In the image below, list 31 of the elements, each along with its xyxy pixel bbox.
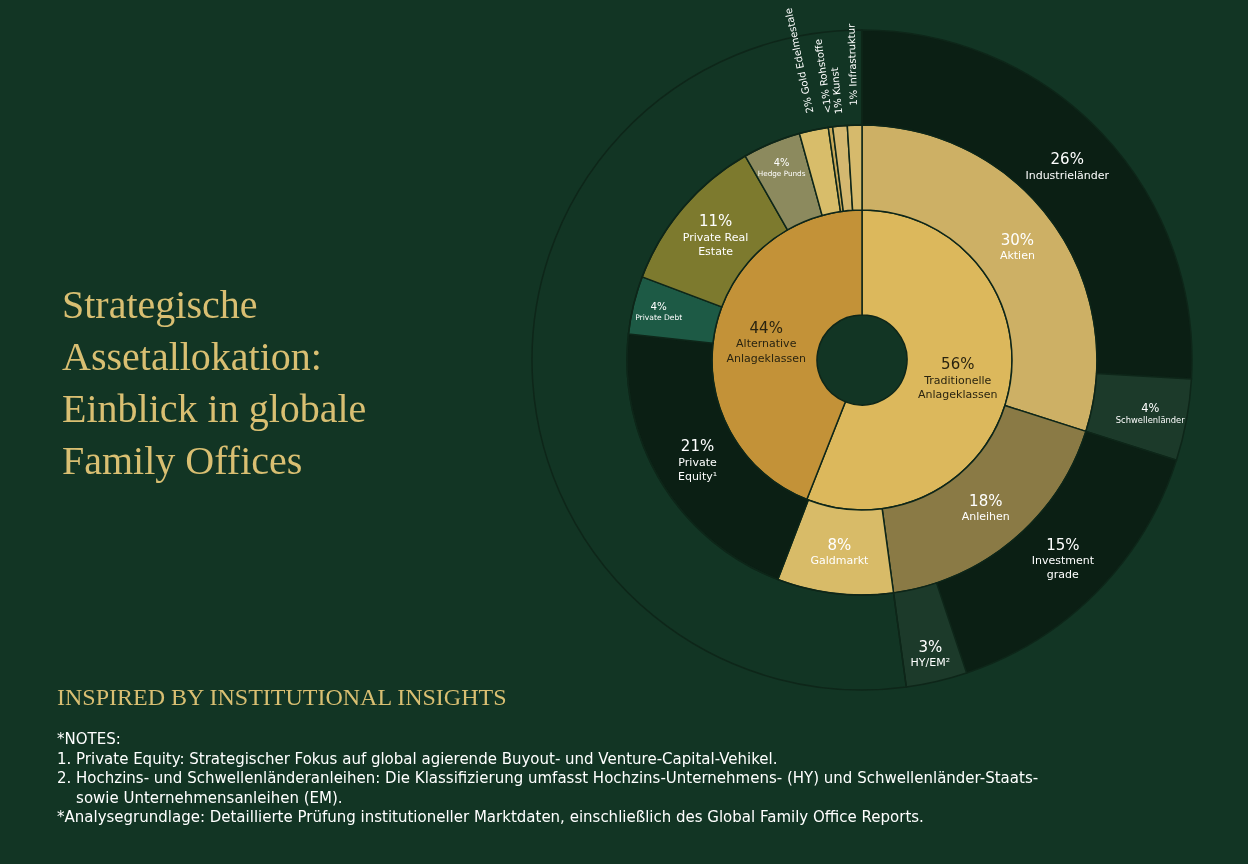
data-label: 15% <box>1046 535 1080 554</box>
data-label: 4% <box>773 157 790 169</box>
slice-label: Investment grade <box>1031 553 1095 582</box>
data-label: 8% <box>827 535 852 554</box>
data-label: 44% <box>749 318 783 337</box>
text: 1. Private Equity: Strategischer Fokus auf global agierende Buyout- und Venture-Capital-Vehikel. <box>57 749 778 768</box>
slice-label: Aktien <box>999 249 1035 263</box>
data-label: 26% <box>1050 150 1084 169</box>
text: *NOTES: <box>57 730 121 748</box>
slice-label: HY/EM² <box>910 656 951 670</box>
data-label: 21% <box>680 437 715 456</box>
data-label: 3% <box>918 638 943 657</box>
text: INSPIRED BY INSTITUTIONAL INSIGHTS <box>57 684 507 710</box>
slice-label: Alternative Anlageklassen <box>726 337 806 365</box>
data-label: 56% <box>941 355 975 374</box>
slice-label: Schwellenländer <box>1115 415 1186 426</box>
slice-label: Anleihen <box>961 510 1010 524</box>
slice-label: Private Real Estate <box>682 230 749 258</box>
text: *Analysegrundlage: Detaillierte Prüfung institutioneller Marktdaten, einschließlich des Global Family Office Reports. <box>57 808 924 826</box>
text: Strategische Assetallokation: Einblick in globale Family Offices <box>62 282 367 483</box>
data-label: 18% <box>969 491 1003 510</box>
data-label: 4% <box>1141 401 1160 416</box>
data-label: 11% <box>698 212 733 231</box>
slice-label: 1% Infrastruktur <box>845 22 860 106</box>
slice-label: Private Equity¹ <box>677 455 718 483</box>
data-label: 30% <box>1000 230 1035 249</box>
slice-label: Industrieländer <box>1025 168 1110 182</box>
text: 2. Hochzins- und Schwellenländeranleihen: Die Klassifizierung umfasst Hochzins-Unternehmens- (HY) und Schwellenländer-Staats- sowie Unternehmensanleihen (EM). <box>57 769 1039 807</box>
data-label: 4% <box>650 299 668 312</box>
slice-label: Galdmarkt <box>810 553 870 567</box>
slice-label: Traditionelle Anlageklassen <box>918 373 998 402</box>
